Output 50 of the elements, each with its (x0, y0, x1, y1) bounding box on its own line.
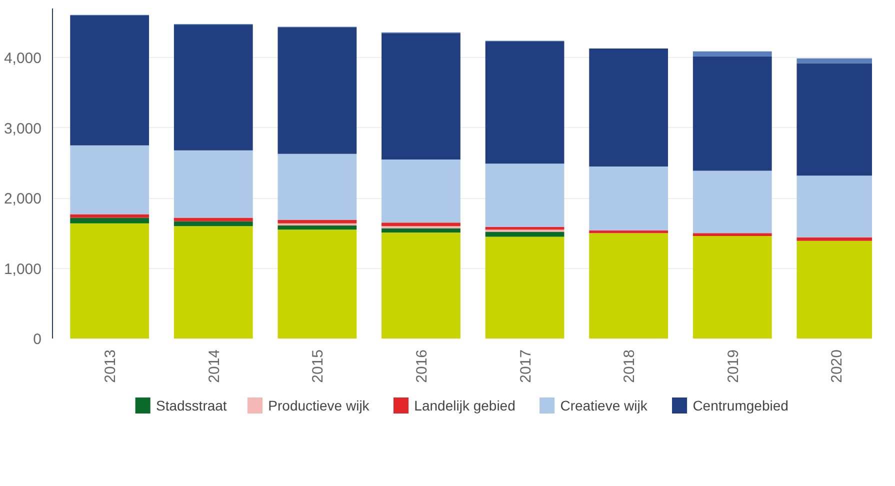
bar (589, 233, 668, 338)
y-tick-label: 3,000 (4, 120, 42, 138)
bar (382, 159, 460, 223)
y-tick-label: 2,000 (4, 190, 42, 208)
legend-label: Stadsstraat (156, 398, 227, 414)
x-tick-label: 2018 (621, 349, 638, 383)
y-tick-label: 1,000 (4, 260, 42, 278)
bar (174, 221, 253, 226)
bar (278, 154, 357, 220)
legend-label: Landelijk gebied (414, 398, 516, 414)
x-tick-label: 2019 (724, 349, 742, 383)
bar (692, 236, 772, 338)
bar (278, 230, 357, 338)
bar (174, 150, 253, 218)
bar (382, 232, 460, 338)
bar (278, 225, 357, 230)
x-tick-label: 2013 (102, 349, 120, 383)
x-tick-label: 2016 (413, 349, 430, 383)
bar (174, 226, 253, 338)
bar (485, 42, 564, 164)
bar (382, 222, 460, 226)
bar (485, 232, 564, 237)
bar (589, 166, 668, 230)
bar (70, 214, 150, 218)
bar (692, 56, 772, 171)
legend-label: Productieve wijk (268, 398, 370, 414)
bar (278, 27, 357, 154)
x-tick-label: 2015 (310, 349, 327, 383)
bar (174, 218, 253, 222)
bar (382, 228, 460, 232)
y-tick-label: 4,000 (4, 50, 42, 68)
x-tick-label: 2020 (828, 349, 846, 383)
bar (70, 223, 150, 338)
bar (174, 24, 253, 150)
y-tick-label: 0 (33, 331, 42, 348)
bar (70, 145, 150, 214)
bar (485, 236, 564, 338)
bar (692, 233, 772, 236)
x-tick-label: 2014 (206, 349, 223, 383)
bar (70, 16, 150, 146)
bar (278, 220, 357, 224)
legend-label: Creatieve wijk (560, 398, 648, 414)
bar (692, 51, 772, 56)
bar (692, 170, 772, 234)
bar (382, 33, 460, 160)
bar (485, 164, 564, 227)
bar (70, 218, 150, 224)
legend-label: Centrumgebied (692, 398, 788, 414)
x-tick-label: 2017 (517, 349, 534, 383)
bar (589, 48, 668, 166)
